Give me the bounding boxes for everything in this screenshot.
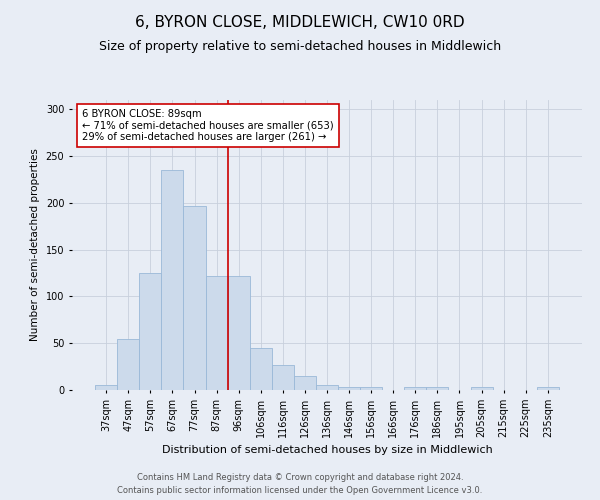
Bar xyxy=(427,387,448,390)
Bar xyxy=(272,364,294,390)
Bar xyxy=(470,387,493,390)
Bar xyxy=(316,386,338,390)
Bar xyxy=(184,206,206,390)
Bar xyxy=(250,348,272,390)
Text: Size of property relative to semi-detached houses in Middlewich: Size of property relative to semi-detach… xyxy=(99,40,501,53)
Bar xyxy=(117,338,139,390)
Text: 6, BYRON CLOSE, MIDDLEWICH, CW10 0RD: 6, BYRON CLOSE, MIDDLEWICH, CW10 0RD xyxy=(135,15,465,30)
Y-axis label: Number of semi-detached properties: Number of semi-detached properties xyxy=(30,148,40,342)
Bar xyxy=(537,387,559,390)
Bar xyxy=(360,387,382,390)
Bar xyxy=(161,170,184,390)
Bar xyxy=(404,387,427,390)
Bar xyxy=(338,387,360,390)
Bar xyxy=(227,276,250,390)
Bar xyxy=(139,273,161,390)
Text: 6 BYRON CLOSE: 89sqm
← 71% of semi-detached houses are smaller (653)
29% of semi: 6 BYRON CLOSE: 89sqm ← 71% of semi-detac… xyxy=(82,108,334,142)
Text: Contains HM Land Registry data © Crown copyright and database right 2024.
Contai: Contains HM Land Registry data © Crown c… xyxy=(118,474,482,495)
Bar xyxy=(95,386,117,390)
Bar xyxy=(294,376,316,390)
X-axis label: Distribution of semi-detached houses by size in Middlewich: Distribution of semi-detached houses by … xyxy=(161,446,493,456)
Bar xyxy=(206,276,227,390)
